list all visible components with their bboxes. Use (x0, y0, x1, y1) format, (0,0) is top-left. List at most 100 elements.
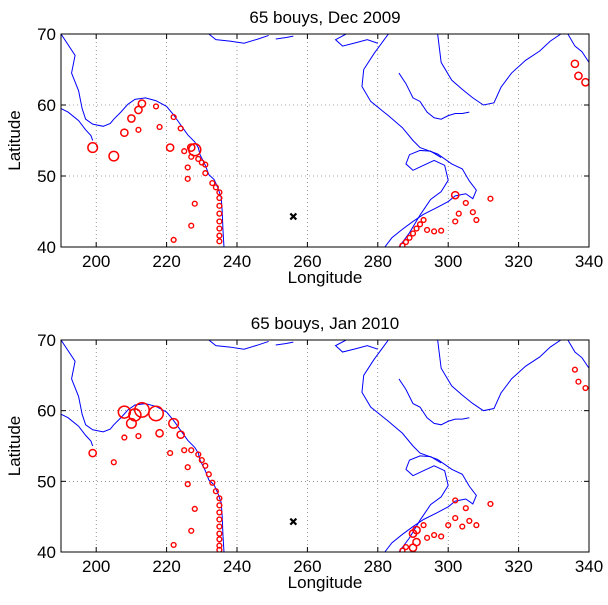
x-tick-label: 200 (82, 252, 110, 271)
coastline (398, 378, 470, 426)
buoy-point (445, 522, 452, 529)
buoy-point (216, 189, 223, 196)
buoy-point (184, 464, 191, 471)
buoy-point (438, 533, 445, 540)
buoy-point (216, 530, 223, 537)
x-tick-label: 320 (504, 252, 532, 271)
buoy-point (216, 495, 223, 502)
plot-area (61, 34, 589, 247)
buoy-point (134, 105, 143, 115)
buoy-point (574, 71, 583, 81)
buoy-point (216, 502, 223, 509)
buoy-point (209, 479, 216, 486)
coastline-group (61, 340, 589, 552)
coastline (437, 34, 562, 106)
buoy-point (455, 210, 462, 217)
chart-title: 65 bouys, Jan 2010 (251, 314, 399, 333)
buoy-point (127, 114, 136, 123)
buoy-point (120, 128, 129, 138)
coastline (61, 413, 94, 447)
buoy-point (416, 221, 424, 228)
buoy-point (205, 471, 212, 478)
buoy-point (216, 202, 223, 209)
buoy-point (195, 155, 202, 163)
buoy-point (431, 228, 438, 235)
buoy-point (188, 527, 195, 534)
coastline (567, 34, 589, 63)
buoy-point (216, 509, 223, 516)
coastline (437, 340, 562, 412)
buoy-point (466, 517, 473, 525)
y-tick-label: 40 (37, 238, 56, 257)
buoy-point (135, 433, 142, 440)
coastline (361, 340, 477, 552)
buoy-point (202, 462, 209, 469)
buoy-point (212, 488, 219, 495)
coastline (567, 340, 589, 369)
y-tick-label: 50 (37, 167, 56, 186)
buoy-point (177, 125, 184, 132)
coastline (334, 34, 378, 47)
buoy-point (469, 209, 476, 216)
buoy-point (216, 232, 223, 239)
x-tick-label: 240 (223, 557, 251, 576)
buoy-point (170, 541, 177, 549)
buoy-point (216, 218, 223, 225)
buoy-point (438, 227, 445, 234)
buoy-point (121, 434, 128, 441)
coastline (334, 340, 378, 353)
buoy-point (88, 448, 98, 458)
buoy-point (412, 537, 421, 547)
buoy-point (216, 225, 223, 232)
buoy-point (413, 225, 420, 232)
coastline (275, 341, 294, 346)
y-tick-label: 60 (37, 402, 56, 421)
coastline (398, 72, 470, 120)
y-tick-label: 70 (37, 25, 56, 44)
buoy-point (125, 417, 137, 429)
x-tick-label: 340 (575, 557, 603, 576)
buoy-point (402, 543, 410, 551)
x-tick-label: 340 (575, 252, 603, 271)
buoy-point (152, 103, 160, 110)
buoy-point (452, 497, 459, 504)
coastline (361, 34, 477, 247)
buoy-point (108, 150, 120, 162)
buoy-point (188, 153, 195, 160)
buoy-point (423, 226, 431, 234)
axes-box (60, 33, 590, 248)
buoy-point (216, 546, 223, 552)
buoy-point (191, 200, 198, 207)
buoy-point (412, 525, 421, 535)
buoy-point (399, 242, 406, 247)
coastline (398, 149, 449, 247)
buoy-point (216, 536, 223, 543)
buoy-point (184, 164, 191, 171)
buoy-point (473, 216, 480, 224)
x-axis-label: Longitude (288, 268, 363, 287)
buoy-point (462, 199, 469, 207)
x-tick-label: 280 (364, 557, 392, 576)
buoy-point (156, 123, 163, 131)
x-axis-label: Longitude (288, 573, 363, 592)
buoy-point (110, 459, 117, 466)
buoy-point (459, 523, 466, 530)
reference-marker (289, 212, 298, 221)
buoy-point (452, 218, 459, 225)
buoy-point (137, 99, 147, 108)
buoy-point (571, 366, 579, 373)
buoy-point (184, 175, 191, 182)
buoy-point (575, 378, 582, 385)
buoy-point (487, 500, 494, 508)
buoy-point (216, 210, 223, 217)
buoy-point (168, 417, 180, 429)
buoy-point (148, 405, 164, 422)
coastline (208, 340, 269, 350)
buoy-point (487, 195, 494, 202)
buoy-point (216, 516, 223, 523)
buoy-point (167, 449, 174, 457)
coastline (61, 34, 225, 247)
plot-area (61, 340, 589, 552)
buoy-point (423, 534, 431, 541)
